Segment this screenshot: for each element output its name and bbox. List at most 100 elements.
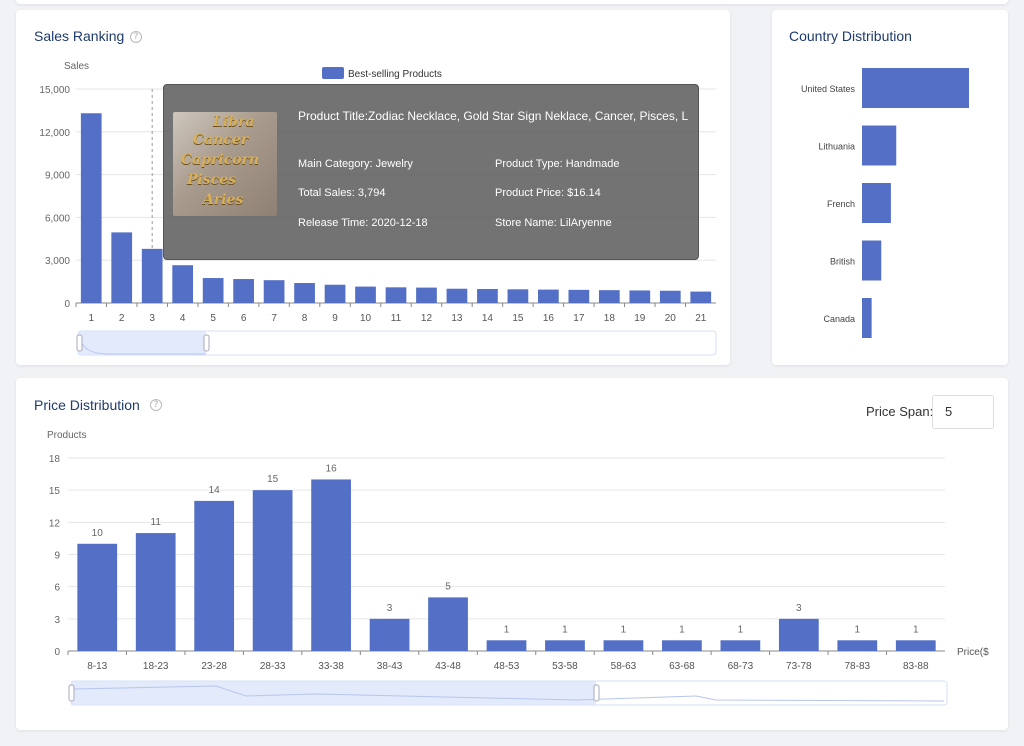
data-label: 1	[855, 624, 861, 635]
y-tick-label: 9,000	[45, 171, 70, 182]
bar	[311, 479, 351, 651]
x-tick-label: 73-78	[786, 661, 812, 672]
price-distribution-title: Price Distribution	[34, 397, 140, 413]
x-tick-label: 8	[302, 313, 308, 324]
data-label: 16	[326, 463, 338, 474]
bar	[369, 618, 410, 651]
bar	[194, 500, 235, 651]
x-tick-label: 3	[149, 313, 155, 324]
x-tick-label: 21	[695, 313, 707, 324]
country-bar	[862, 68, 969, 108]
bar	[568, 289, 590, 303]
y-axis-label: Sales	[64, 61, 89, 72]
legend-label: Best-selling Products	[348, 69, 442, 80]
country-label: United States	[801, 84, 856, 94]
y-tick-label: 0	[54, 647, 60, 658]
bar	[446, 288, 468, 303]
zoom-handle-left	[68, 684, 75, 702]
tooltip-product-type: Product Type: Handmade	[495, 158, 620, 170]
x-tick-label: 23-28	[201, 661, 227, 672]
x-tick-label: 78-83	[845, 661, 871, 672]
y-tick-label: 9	[54, 551, 60, 562]
bar	[598, 290, 620, 303]
x-tick-label: 11	[391, 313, 402, 324]
product-thumbnail-image: Libra Cancer Capricorn Pisces Aries	[173, 112, 277, 216]
bar	[135, 533, 176, 651]
x-tick-label: 4	[180, 313, 186, 324]
bar	[603, 640, 644, 651]
x-tick-label: 15	[512, 313, 524, 324]
price-span-input[interactable]: 5	[932, 395, 994, 429]
country-bar	[862, 183, 891, 223]
x-tick-label: 43-48	[435, 661, 461, 672]
bar	[545, 640, 585, 651]
country-label: Canada	[823, 314, 855, 324]
x-tick-label: 5	[210, 313, 216, 324]
data-label: 1	[562, 624, 568, 635]
x-tick-label: 1	[88, 313, 94, 324]
thumb-word: Cancer	[193, 132, 249, 148]
zoom-slider-selection	[71, 681, 596, 705]
data-label: 1	[738, 624, 744, 635]
x-tick-label: 12	[421, 313, 433, 324]
price-distribution-chart: Products0369121518Price($108-131118-2314…	[47, 430, 989, 706]
tooltip-store-name: Store Name: LilAryenne	[495, 217, 612, 229]
bar	[486, 640, 527, 651]
tooltip-release-time: Release Time: 2020-12-18	[298, 217, 428, 229]
zoom-slider-selection	[78, 331, 206, 355]
bar	[252, 490, 293, 651]
thumb-word: Pisces	[187, 172, 237, 188]
bar	[385, 287, 407, 303]
y-tick-label: 6	[54, 583, 60, 594]
country-bar	[862, 125, 897, 166]
zoom-handle-right	[203, 334, 210, 352]
x-tick-label: 14	[482, 313, 494, 324]
question-circle-icon[interactable]: ?	[130, 31, 142, 43]
y-tick-label: 15,000	[39, 85, 70, 96]
data-label: 1	[621, 624, 627, 635]
bar	[778, 618, 819, 651]
bar	[172, 265, 194, 303]
bar	[416, 287, 437, 303]
thumb-word: Aries	[203, 192, 244, 208]
country-label: Lithuania	[818, 142, 855, 152]
bar	[294, 283, 315, 303]
legend-swatch	[322, 67, 344, 79]
y-tick-label: 15	[49, 486, 61, 497]
bar	[324, 284, 346, 303]
product-tooltip: Libra Cancer Capricorn Pisces Aries Prod…	[163, 84, 699, 260]
price-span-label: Price Span:	[866, 404, 934, 419]
x-tick-label: 17	[573, 313, 585, 324]
x-tick-label: 8-13	[87, 661, 107, 672]
data-label: 15	[267, 474, 279, 485]
price-distribution-card: Price Distribution ? Price Span: 5 Produ…	[16, 378, 1008, 730]
sales-ranking-title: Sales Ranking	[34, 28, 125, 44]
bar	[720, 640, 761, 651]
bar	[538, 289, 559, 303]
y-tick-label: 3,000	[45, 256, 70, 267]
x-tick-label: 58-63	[611, 661, 637, 672]
bar	[263, 280, 285, 303]
country-distribution-title: Country Distribution	[789, 28, 912, 44]
data-label: 1	[679, 624, 685, 635]
country-label: French	[827, 199, 855, 209]
x-tick-label: 9	[332, 313, 338, 324]
x-tick-label: 33-38	[318, 661, 344, 672]
x-tick-label: 68-73	[728, 661, 754, 672]
bar	[895, 640, 936, 651]
bar	[80, 113, 102, 304]
x-tick-label: 83-88	[903, 661, 929, 672]
x-tick-label: 16	[543, 313, 555, 324]
data-label: 11	[151, 517, 162, 528]
question-circle-icon[interactable]: ?	[150, 399, 162, 411]
country-bar	[862, 240, 882, 281]
data-label: 10	[92, 528, 104, 539]
x-tick-label: 38-43	[377, 661, 403, 672]
y-tick-label: 12	[49, 518, 61, 529]
y-tick-label: 18	[49, 454, 61, 465]
x-tick-label: 28-33	[260, 661, 286, 672]
data-label: 1	[504, 624, 510, 635]
x-tick-label: 13	[451, 313, 463, 324]
x-tick-label: 48-53	[494, 661, 520, 672]
bar	[837, 640, 878, 651]
